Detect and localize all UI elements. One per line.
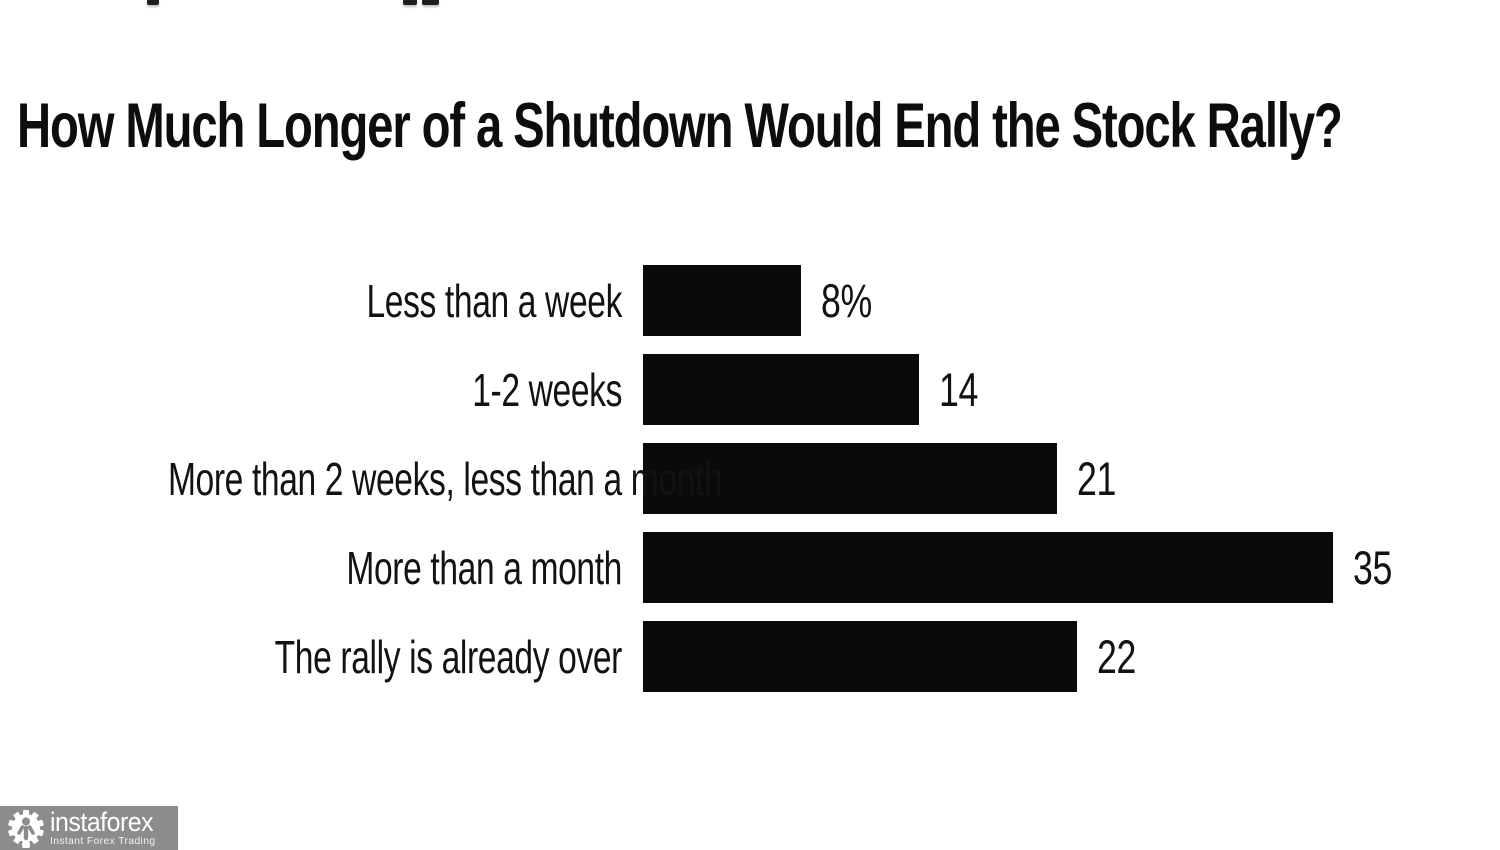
bar — [643, 354, 919, 425]
bar-row: 1-2 weeks 14 — [0, 354, 1500, 425]
bar — [643, 443, 1057, 514]
value-label: 35 — [1353, 541, 1392, 594]
instaforex-watermark: instaforex Instant Forex Trading — [0, 806, 178, 850]
cropped-text-artifact — [422, 0, 439, 5]
category-label: The rally is already over — [274, 630, 623, 683]
brand-name: instaforex — [50, 806, 154, 837]
cropped-text-artifact — [147, 0, 159, 5]
cropped-text-artifact — [403, 0, 417, 5]
category-label: More than 2 weeks, less than a month — [167, 452, 723, 505]
value-label: 22 — [1097, 630, 1136, 683]
bar — [643, 532, 1333, 603]
bar — [643, 621, 1077, 692]
instaforex-gear-person-icon — [8, 809, 44, 848]
brand-tagline: Instant Forex Trading — [50, 834, 156, 847]
category-label: More than a month — [346, 541, 622, 594]
category-label: Less than a week — [366, 274, 622, 327]
value-label: 21 — [1077, 452, 1116, 505]
bar-row: Less than a week 8% — [0, 265, 1500, 336]
bar-chart: Less than a week 8% 1-2 weeks 14 More th… — [0, 265, 1500, 692]
bar — [643, 265, 801, 336]
watermark-text-block: instaforex Instant Forex Trading — [50, 806, 162, 847]
bar-row: More than a month 35 — [0, 532, 1500, 603]
bar-row: More than 2 weeks, less than a month 21 — [0, 443, 1500, 514]
value-label: 14 — [939, 363, 978, 416]
bar-row: The rally is already over 22 — [0, 621, 1500, 692]
chart-title: How Much Longer of a Shutdown Would End … — [17, 91, 1343, 161]
category-label: 1-2 weeks — [472, 363, 622, 416]
value-label: 8% — [821, 274, 872, 327]
